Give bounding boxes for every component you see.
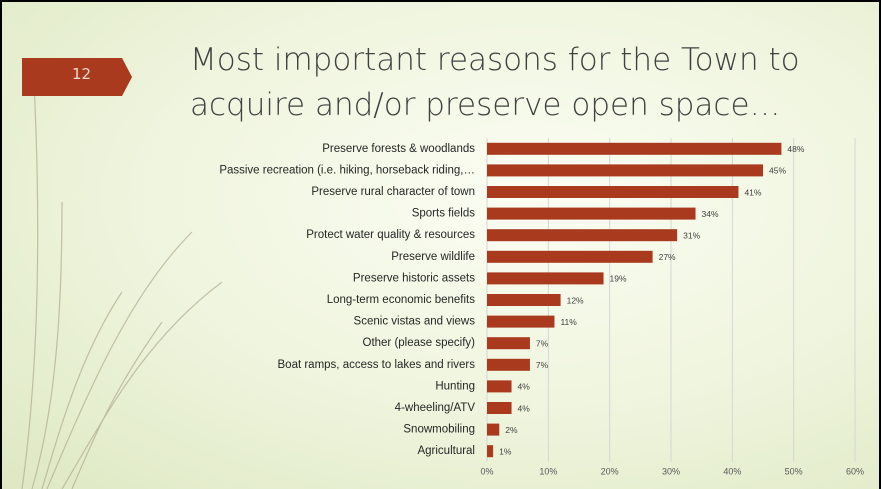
value-label: 48% — [787, 144, 804, 154]
y-tick-label: Long-term economic benefits — [327, 294, 476, 306]
value-label: 7% — [536, 338, 549, 348]
bar — [487, 142, 782, 155]
bar — [487, 337, 530, 350]
y-tick-label: Scenic vistas and views — [354, 316, 476, 328]
y-tick-label: Sports fields — [412, 208, 476, 220]
x-tick-label: 10% — [539, 466, 557, 476]
bar — [487, 250, 653, 263]
slide-title: Most important reasons for the Town to a… — [190, 42, 800, 123]
bar — [487, 164, 763, 177]
y-tick-label: Preserve wildlife — [391, 251, 475, 263]
x-tick-label: 60% — [846, 466, 864, 476]
value-label: 41% — [744, 187, 761, 197]
bar — [487, 207, 696, 220]
x-tick-label: 30% — [662, 466, 680, 476]
y-tick-label: Protect water quality & resources — [306, 229, 475, 241]
y-tick-label: Passive recreation (i.e. hiking, horseba… — [219, 164, 475, 176]
bar — [487, 445, 494, 458]
value-label: 27% — [659, 252, 676, 262]
bar — [487, 294, 561, 306]
bar — [487, 358, 530, 371]
y-tick-label: Preserve rural character of town — [311, 186, 475, 198]
bar — [487, 315, 555, 328]
value-label: 19% — [610, 274, 627, 284]
bar — [487, 186, 739, 198]
y-tick-label: Boat ramps, access to lakes and rivers — [278, 359, 476, 371]
value-label: 31% — [683, 230, 700, 240]
value-label: 4% — [518, 382, 531, 392]
bar — [487, 229, 678, 242]
y-tick-label: Other (please specify) — [363, 337, 476, 349]
x-tick-label: 0% — [480, 466, 493, 476]
slide-number: 12 — [72, 65, 92, 83]
y-tick-label: Preserve historic assets — [353, 272, 475, 284]
value-label: 12% — [567, 295, 584, 305]
value-label: 1% — [499, 446, 512, 456]
value-label: 11% — [560, 317, 577, 327]
y-tick-label: Preserve forests & woodlands — [322, 143, 475, 155]
y-tick-label: Snowmobiling — [403, 424, 475, 436]
bar — [487, 423, 500, 436]
x-tick-label: 40% — [723, 466, 741, 476]
x-tick-label: 50% — [785, 466, 803, 476]
bar — [487, 402, 512, 414]
value-label: 4% — [518, 403, 531, 413]
y-tick-label: 4-wheeling/ATV — [395, 402, 476, 414]
value-label: 45% — [769, 166, 786, 176]
y-tick-label: Hunting — [435, 380, 475, 392]
bar — [487, 272, 604, 285]
bar — [487, 380, 512, 393]
y-tick-label: Agricultural — [417, 445, 475, 457]
x-tick-label: 20% — [601, 466, 619, 476]
value-label: 2% — [505, 425, 518, 435]
value-label: 7% — [536, 360, 549, 370]
value-label: 34% — [702, 209, 719, 219]
